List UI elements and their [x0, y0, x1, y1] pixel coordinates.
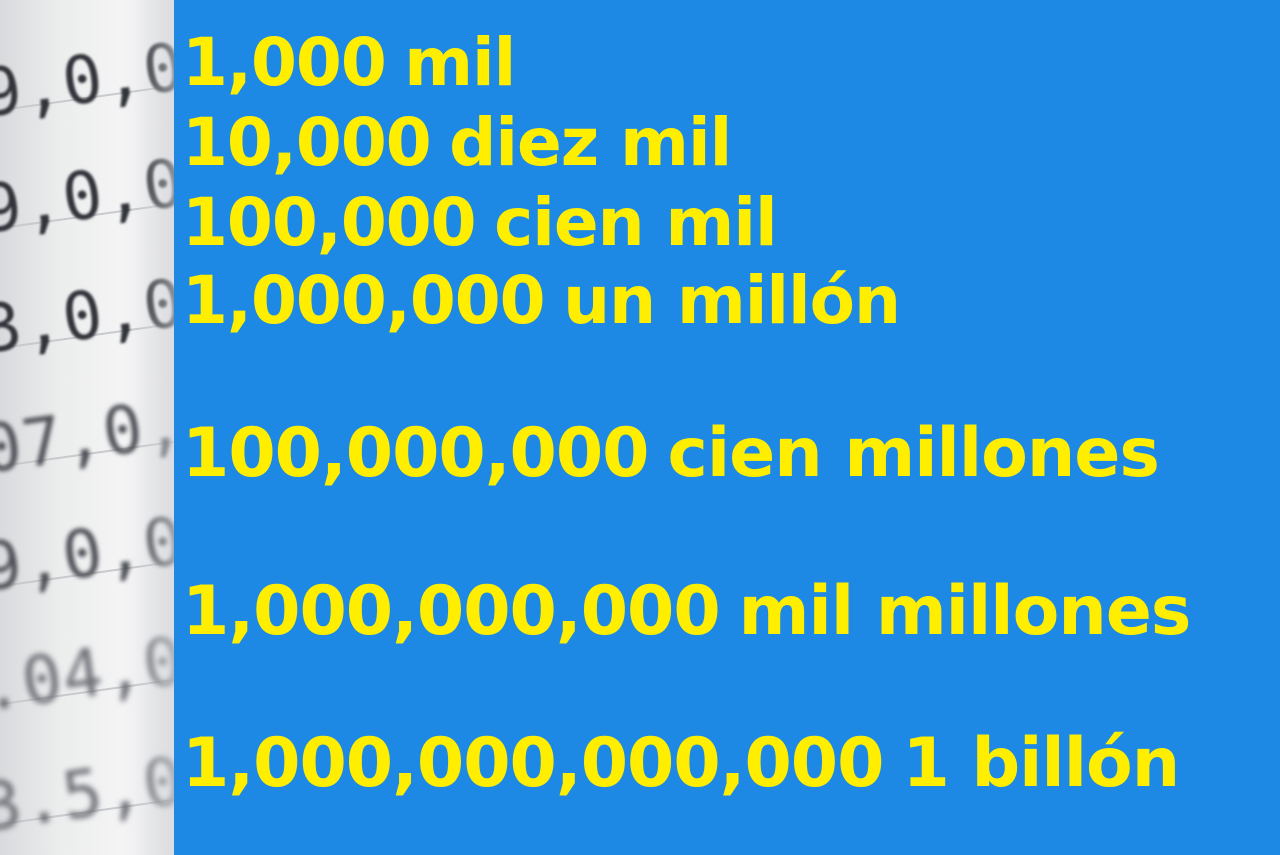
- spreadsheet-photo: 9,0,0, 9,0,0 3,0,0, 07,0,0 9,0,0 .04,0 3…: [0, 0, 174, 855]
- number-value: 1,000,000,000: [182, 572, 721, 651]
- number-line: 1,000,000 un millón: [182, 268, 901, 334]
- number-words: cien mil: [494, 184, 777, 261]
- number-line: 10,000 diez mil: [182, 110, 732, 176]
- number-line: 1,000 mil: [182, 30, 516, 96]
- number-words: 1 billón: [902, 724, 1180, 803]
- number-words: cien millones: [667, 414, 1160, 493]
- number-list: 1,000 mil 10,000 diez mil 100,000 cien mil …: [182, 0, 1272, 855]
- number-line: 100,000 cien mil: [182, 190, 778, 256]
- number-words: un millón: [563, 262, 901, 339]
- number-line: 1,000,000,000 mil millones: [182, 578, 1191, 646]
- number-words: mil millones: [738, 572, 1192, 651]
- number-value: 100,000,000: [182, 414, 649, 493]
- number-value: 1,000,000: [182, 262, 546, 339]
- number-words: mil: [404, 24, 516, 101]
- number-line: 100,000,000 cien millones: [182, 420, 1160, 488]
- number-line: 1,000,000,000,000 1 billón: [182, 730, 1180, 798]
- number-value: 10,000: [182, 104, 432, 181]
- number-value: 100,000: [182, 184, 477, 261]
- number-value: 1,000: [182, 24, 387, 101]
- number-words: diez mil: [449, 104, 732, 181]
- number-value: 1,000,000,000,000: [182, 724, 884, 803]
- photo-edge-shade: [134, 0, 174, 855]
